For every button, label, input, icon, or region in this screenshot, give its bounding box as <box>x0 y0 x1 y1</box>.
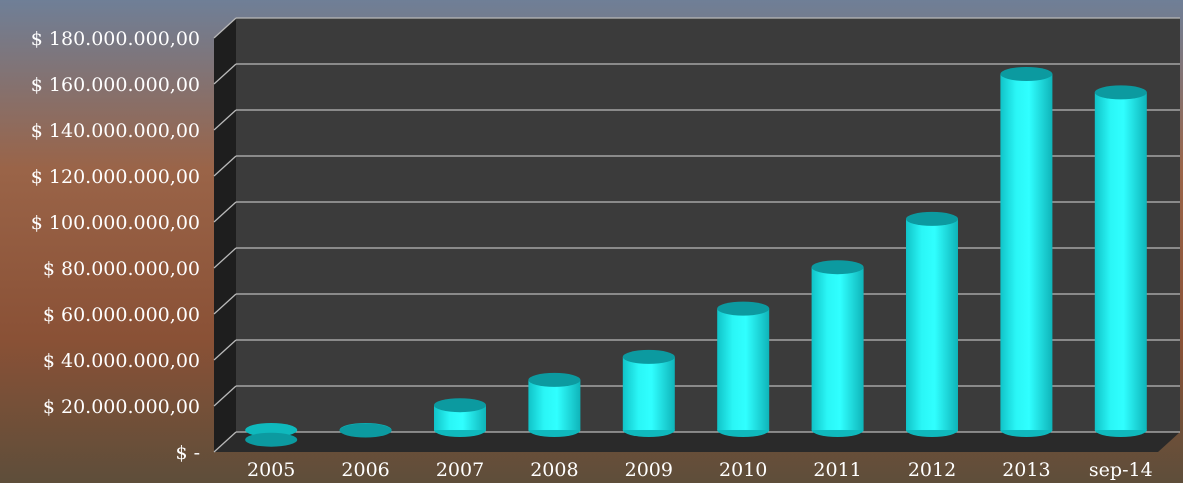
x-tick-label: 2008 <box>530 459 578 481</box>
y-tick-label: $ 100.000.000,00 <box>31 212 200 234</box>
y-tick-label: $ 80.000.000,00 <box>43 258 200 280</box>
bar-body <box>1094 92 1147 431</box>
x-tick-label: sep-14 <box>1089 459 1153 481</box>
y-tick-label: $ 20.000.000,00 <box>43 396 200 418</box>
x-tick-label: 2005 <box>247 459 295 481</box>
gridline-side <box>213 247 237 269</box>
bar-body <box>528 379 581 430</box>
gridline-side <box>213 339 237 361</box>
bar-top <box>906 211 958 226</box>
y-tick-label: $ 140.000.000,00 <box>31 120 200 142</box>
bar <box>339 423 392 438</box>
x-tick-label: 2011 <box>813 459 861 481</box>
x-tick-label: 2009 <box>625 459 673 481</box>
x-tick-label: 2010 <box>719 459 767 481</box>
bar-body <box>1000 74 1053 430</box>
bar-body <box>717 308 770 430</box>
bar-top <box>528 372 581 387</box>
y-tick-label: $ 160.000.000,00 <box>31 74 200 96</box>
bar-top <box>1094 85 1147 100</box>
gridline-side <box>213 155 237 177</box>
y-tick-label: $ - <box>175 442 200 464</box>
bar <box>811 260 864 437</box>
gridline-side <box>213 201 237 223</box>
bar <box>622 349 675 437</box>
gridline-side <box>213 431 237 453</box>
bar <box>528 372 581 437</box>
bar <box>245 423 298 447</box>
y-tick-label: $ 120.000.000,00 <box>31 166 200 188</box>
bar-top <box>245 432 298 447</box>
bar <box>1094 85 1147 437</box>
x-tick-label: 2007 <box>436 459 484 481</box>
bar-base <box>245 423 298 437</box>
x-tick-label: 2013 <box>1002 459 1050 481</box>
x-tick-label: 2006 <box>341 459 389 481</box>
bar-top <box>811 260 864 275</box>
bar-top <box>1000 67 1053 81</box>
y-tick-label: $ 40.000.000,00 <box>43 350 200 372</box>
bar <box>906 211 958 437</box>
gridline-side <box>213 63 237 85</box>
gridline-side <box>213 109 237 131</box>
bar-body <box>622 356 675 430</box>
bar-top <box>717 301 770 316</box>
bars <box>245 67 1147 447</box>
bar-top <box>339 423 392 438</box>
floor <box>214 432 1180 452</box>
bar <box>434 398 486 437</box>
bar-top <box>434 398 486 413</box>
x-tick-label: 2012 <box>908 459 956 481</box>
x-axis-ticks: 2005 2006 2007 2008 2009 2010 2011 2012 2013 sep-… <box>247 459 1153 481</box>
bar-body <box>906 218 958 430</box>
bar-body <box>811 267 864 430</box>
y-tick-label: $ 180.000.000,00 <box>31 28 200 50</box>
y-axis-ticks: $ - $ 20.000.000,00 $ 40.000.000,00 $ 60.00… <box>31 28 200 464</box>
gridline-side <box>213 17 237 39</box>
y-tick-label: $ 60.000.000,00 <box>43 304 200 326</box>
gridline-side <box>213 293 237 315</box>
bar <box>717 301 770 437</box>
bar-top <box>622 349 675 364</box>
side-wall <box>214 18 236 452</box>
bar <box>1000 67 1053 437</box>
gridline-side <box>213 385 237 407</box>
